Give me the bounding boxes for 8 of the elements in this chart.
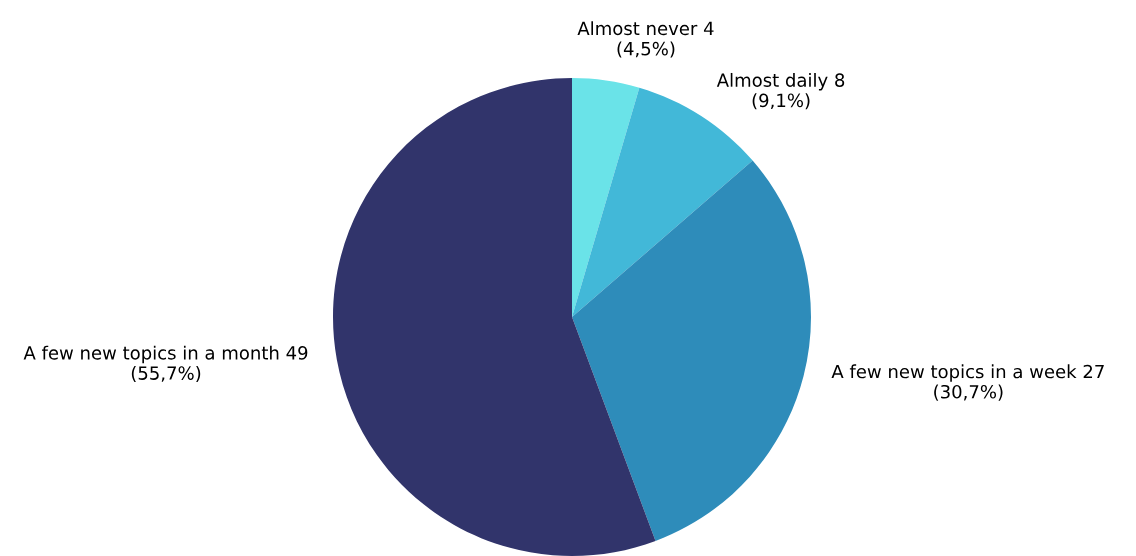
slice-label: Almost daily 8 (9,1%) xyxy=(716,72,845,110)
slice-label: A few new topics in a month 49 (55,7%) xyxy=(23,345,308,382)
pie-slice xyxy=(572,78,640,317)
pie-slice xyxy=(333,78,656,556)
pie-slice xyxy=(572,87,753,317)
slice-label: Almost never 4 (4,5%) xyxy=(577,21,714,58)
slice-label: A few new topics in a week 27 (30,7%) xyxy=(831,364,1104,401)
pie-slice xyxy=(572,160,811,541)
